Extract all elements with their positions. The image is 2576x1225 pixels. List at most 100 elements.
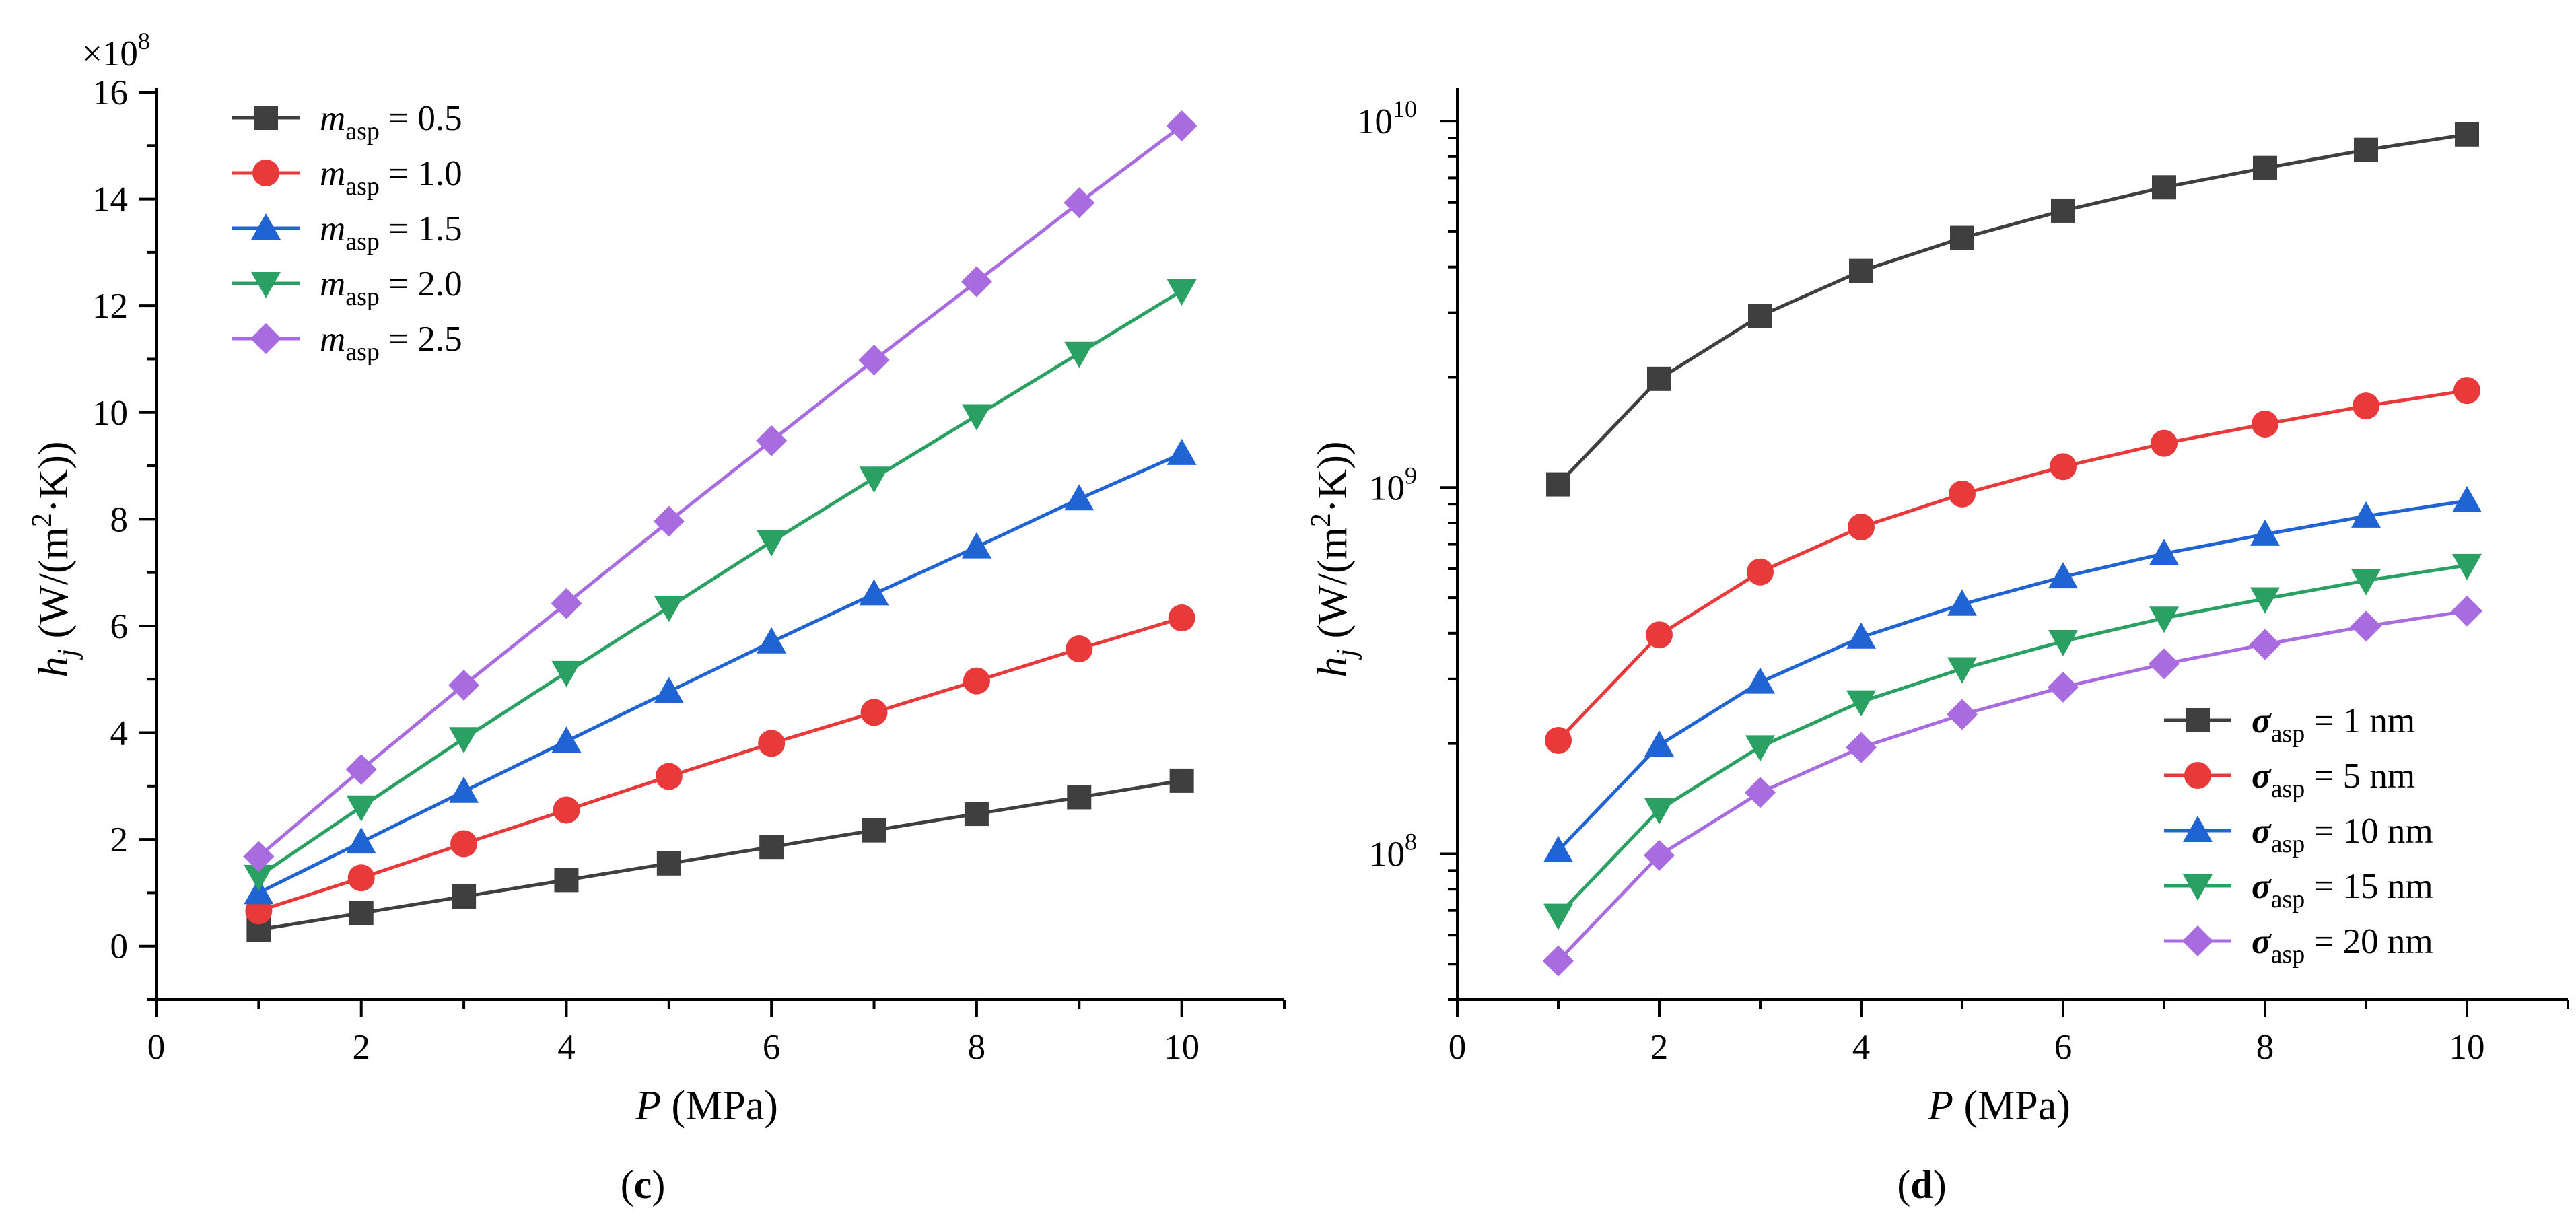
data-point <box>551 726 582 753</box>
data-point <box>757 627 787 654</box>
data-point <box>1949 480 1976 508</box>
series-line <box>256 124 1184 858</box>
legend-marker <box>251 272 281 298</box>
legend-value: = 1.5 <box>380 209 462 248</box>
data-point <box>1848 513 1875 540</box>
legend-subscript: asp <box>2271 940 2305 969</box>
x-tick-label: 2 <box>352 1028 370 1067</box>
legend-label: σasp = 5 nm <box>2252 757 2415 803</box>
data-point <box>1947 699 1978 730</box>
data-point <box>2353 392 2379 420</box>
multiplier-exponent: 8 <box>138 28 150 55</box>
data-point <box>244 864 274 891</box>
y-axis-multiplier: ×108 <box>82 28 150 73</box>
data-point <box>346 827 376 854</box>
data-point <box>553 796 580 824</box>
legend-entry: masp = 1.0 <box>232 154 462 201</box>
series-line <box>1556 499 2469 853</box>
legend-subscript: asp <box>345 117 380 145</box>
data-point <box>1545 726 1572 754</box>
data-point <box>452 884 477 909</box>
legend-value: = 2.0 <box>380 265 462 304</box>
legend-marker <box>250 323 281 354</box>
data-point <box>346 795 376 822</box>
data-point <box>1644 730 1674 757</box>
data-point <box>1066 635 1093 663</box>
data-point <box>1167 438 1197 465</box>
x-axis-unit: (MPa) <box>1953 1083 2070 1129</box>
legend-marker <box>254 106 278 130</box>
data-point <box>756 425 788 456</box>
y-tick-label: 2 <box>110 820 129 860</box>
y-tick-label: 6 <box>110 607 129 646</box>
data-point <box>1846 732 1877 763</box>
y-axis-superscript: 2 <box>1306 513 1337 527</box>
series-line <box>1556 388 2469 742</box>
legend-symbol: σ <box>2252 867 2272 906</box>
legend-subscript: asp <box>345 228 380 256</box>
x-tick-label: 0 <box>147 1028 166 1067</box>
data-point <box>1747 558 1774 586</box>
x-tick-label: 4 <box>1852 1028 1871 1067</box>
panel-paren-close: ) <box>652 1162 665 1207</box>
panel-label: (d) <box>1897 1162 1946 1207</box>
y-tick-label: 14 <box>92 180 128 219</box>
data-point <box>449 727 479 754</box>
data-point <box>1167 279 1197 306</box>
data-point <box>2051 198 2075 223</box>
data-point <box>964 802 989 827</box>
series-2 <box>244 438 1197 905</box>
data-point <box>2250 519 2280 546</box>
series-line <box>1556 609 2469 963</box>
data-point <box>1067 785 1092 810</box>
data-point <box>2354 137 2378 162</box>
legend-symbol: σ <box>2252 757 2272 796</box>
legend-value: = 5 nm <box>2305 757 2415 796</box>
y-tick-label: 4 <box>110 714 129 753</box>
data-point <box>656 851 681 876</box>
data-point <box>2048 562 2078 589</box>
legend-marker <box>252 160 279 186</box>
data-point <box>2250 629 2281 660</box>
y-axis-unit-end: ·K)) <box>1310 441 1356 513</box>
panel-label: (c) <box>621 1162 666 1207</box>
y-axis-title: hj (W/(m2·K)) <box>27 441 83 677</box>
multiplier-base: ×10 <box>82 34 138 73</box>
data-point <box>554 868 579 893</box>
legend-entry: σasp = 1 nm <box>2164 701 2415 748</box>
series-line <box>256 779 1184 932</box>
legend-subscript: asp <box>2271 775 2305 803</box>
legend-entry: σasp = 20 nm <box>2164 922 2433 969</box>
series-1 <box>1545 377 2480 754</box>
legend-entry: masp = 2.0 <box>232 265 462 311</box>
data-point <box>1947 657 1977 684</box>
legend-entry: σasp = 5 nm <box>2164 757 2415 803</box>
x-axis-title: P (MPa) <box>1927 1083 2070 1129</box>
legend-marker <box>2183 816 2213 842</box>
x-tick-label: 10 <box>1164 1028 1199 1067</box>
series-0 <box>246 768 1194 942</box>
data-point <box>1543 945 1574 977</box>
legend-label: σasp = 10 nm <box>2252 812 2433 858</box>
data-point <box>2451 595 2482 627</box>
data-point <box>1166 110 1197 141</box>
data-point <box>2351 569 2381 596</box>
legend-symbol: m <box>320 99 345 138</box>
data-point <box>654 676 684 703</box>
data-point <box>1745 735 1775 762</box>
data-point <box>1950 225 1974 250</box>
y-tick-exponent: 9 <box>1405 462 1417 489</box>
data-point <box>1644 798 1674 825</box>
legend-symbol: m <box>320 154 345 193</box>
data-point <box>450 830 478 858</box>
data-point <box>1646 621 1673 649</box>
y-tick-label: 16 <box>92 73 128 112</box>
data-point <box>1748 304 1772 328</box>
data-point <box>1064 484 1094 511</box>
data-point <box>759 835 784 860</box>
data-point <box>1846 690 1876 717</box>
data-point <box>1543 903 1573 930</box>
y-tick-base: 10 <box>1369 468 1405 508</box>
